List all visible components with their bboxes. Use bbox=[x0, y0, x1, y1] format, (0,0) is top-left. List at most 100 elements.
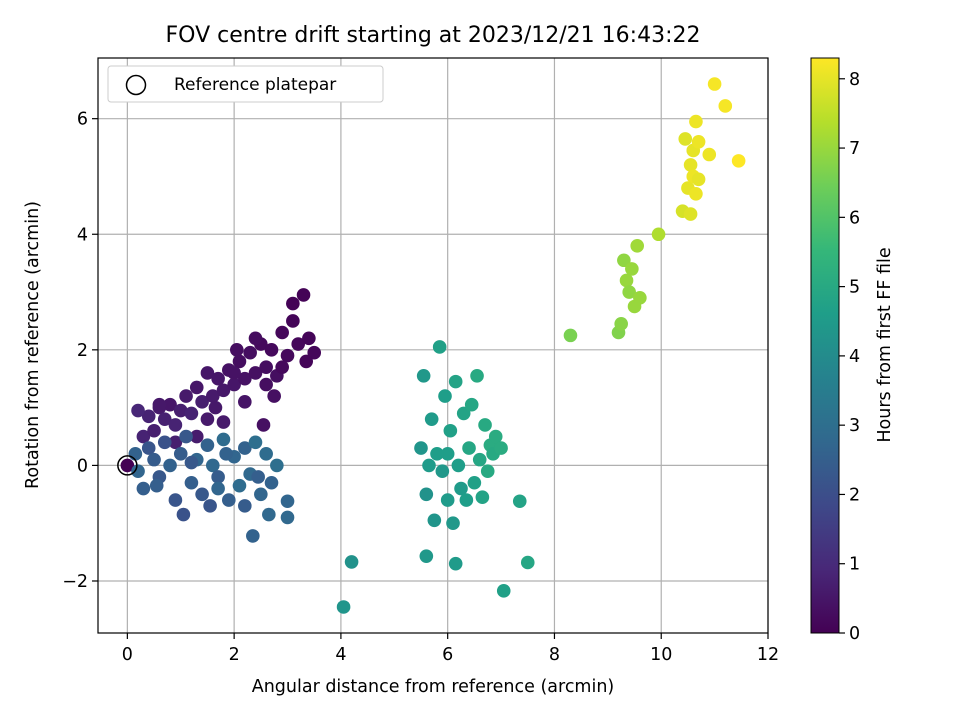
colorbar-tick-label: 8 bbox=[849, 70, 860, 90]
data-point bbox=[259, 377, 273, 392]
data-point bbox=[435, 464, 450, 478]
legend-entry-reference-platepar: Reference platepar bbox=[174, 75, 336, 95]
data-point bbox=[440, 493, 455, 507]
data-point bbox=[173, 447, 188, 461]
data-point bbox=[149, 478, 164, 493]
plot-frame bbox=[97, 57, 769, 634]
data-point bbox=[336, 600, 351, 614]
data-point bbox=[205, 389, 220, 403]
data-point bbox=[264, 475, 279, 490]
data-point bbox=[520, 555, 535, 570]
data-point bbox=[451, 458, 466, 473]
data-point bbox=[168, 493, 183, 507]
data-point bbox=[238, 371, 252, 386]
data-point bbox=[195, 395, 209, 409]
data-point bbox=[459, 493, 474, 507]
colorbar-ticks: 0 1 2 3 4 5 6 7 8 bbox=[839, 70, 860, 644]
data-point bbox=[136, 429, 151, 444]
legend-reference-marker-icon bbox=[125, 74, 147, 96]
data-point bbox=[184, 475, 199, 490]
data-point bbox=[179, 429, 193, 444]
y-tick-label: 0 bbox=[77, 456, 88, 476]
data-point bbox=[168, 418, 183, 432]
data-point bbox=[446, 516, 460, 531]
data-point bbox=[683, 207, 698, 221]
data-point bbox=[448, 374, 463, 389]
data-point bbox=[131, 464, 145, 478]
data-point bbox=[440, 447, 455, 461]
data-point bbox=[157, 435, 172, 450]
x-tick-label: 4 bbox=[335, 645, 346, 665]
reference-platepar-marker bbox=[117, 455, 138, 476]
legend: Reference platepar bbox=[107, 65, 384, 103]
x-axis-label: Angular distance from reference (arcmin) bbox=[252, 677, 615, 697]
data-point bbox=[280, 494, 295, 509]
data-point bbox=[275, 325, 289, 340]
data-point bbox=[344, 555, 359, 569]
data-point bbox=[184, 406, 199, 421]
data-point bbox=[625, 262, 639, 276]
data-point bbox=[280, 510, 295, 525]
data-point bbox=[275, 360, 289, 374]
data-point bbox=[430, 447, 444, 461]
colorbar-tick-label: 1 bbox=[849, 555, 860, 575]
data-point bbox=[211, 481, 225, 496]
data-point bbox=[619, 273, 634, 288]
data-point bbox=[227, 377, 241, 392]
y-axis-label: Rotation from reference (arcmin) bbox=[23, 201, 43, 489]
data-point bbox=[238, 499, 252, 513]
colorbar-tick-label: 6 bbox=[849, 208, 860, 228]
data-point bbox=[243, 345, 257, 360]
x-tick-label: 2 bbox=[229, 645, 240, 665]
data-point bbox=[267, 389, 281, 403]
data-point bbox=[141, 441, 156, 455]
data-point bbox=[731, 154, 746, 168]
data-point bbox=[216, 383, 231, 398]
x-axis-ticks: 0 2 4 6 8 10 12 bbox=[122, 633, 779, 665]
data-point bbox=[147, 423, 161, 438]
data-point bbox=[141, 409, 156, 424]
data-point bbox=[419, 487, 434, 502]
data-point bbox=[246, 529, 260, 543]
data-point bbox=[248, 366, 263, 380]
data-point bbox=[152, 397, 167, 412]
data-point bbox=[419, 549, 434, 563]
data-point bbox=[147, 452, 161, 467]
data-point bbox=[168, 435, 183, 450]
data-point bbox=[200, 438, 215, 452]
data-point bbox=[307, 345, 322, 360]
colorbar-tick-label: 5 bbox=[849, 278, 860, 298]
data-point bbox=[470, 369, 484, 383]
data-point bbox=[211, 470, 225, 484]
data-points bbox=[120, 77, 746, 614]
colorbar-tick-label: 4 bbox=[849, 347, 860, 367]
chart-title: FOV centre drift starting at 2023/12/21 … bbox=[166, 23, 701, 48]
data-point bbox=[200, 366, 215, 380]
data-point bbox=[718, 99, 733, 113]
data-point bbox=[189, 380, 204, 395]
x-tick-label: 6 bbox=[442, 645, 453, 665]
data-point bbox=[443, 423, 458, 438]
data-point bbox=[173, 403, 188, 418]
colorbar-tick-label: 3 bbox=[849, 416, 860, 436]
data-point bbox=[480, 464, 495, 478]
colorbar-tick-label: 0 bbox=[849, 624, 860, 644]
data-point bbox=[179, 389, 193, 403]
data-point bbox=[683, 158, 698, 172]
colorbar-gradient bbox=[810, 57, 840, 634]
x-tick-label: 0 bbox=[122, 645, 133, 665]
data-point bbox=[232, 478, 247, 493]
data-point bbox=[219, 447, 233, 461]
data-point bbox=[702, 147, 717, 162]
data-point bbox=[448, 556, 463, 571]
data-point bbox=[248, 435, 263, 450]
data-point bbox=[302, 331, 316, 346]
data-point bbox=[259, 360, 273, 374]
data-point bbox=[120, 458, 135, 473]
data-point bbox=[454, 481, 468, 496]
data-point bbox=[251, 470, 265, 484]
data-point bbox=[163, 397, 177, 412]
reference-marker bbox=[117, 455, 138, 476]
data-point bbox=[203, 499, 217, 513]
data-point bbox=[416, 369, 431, 383]
